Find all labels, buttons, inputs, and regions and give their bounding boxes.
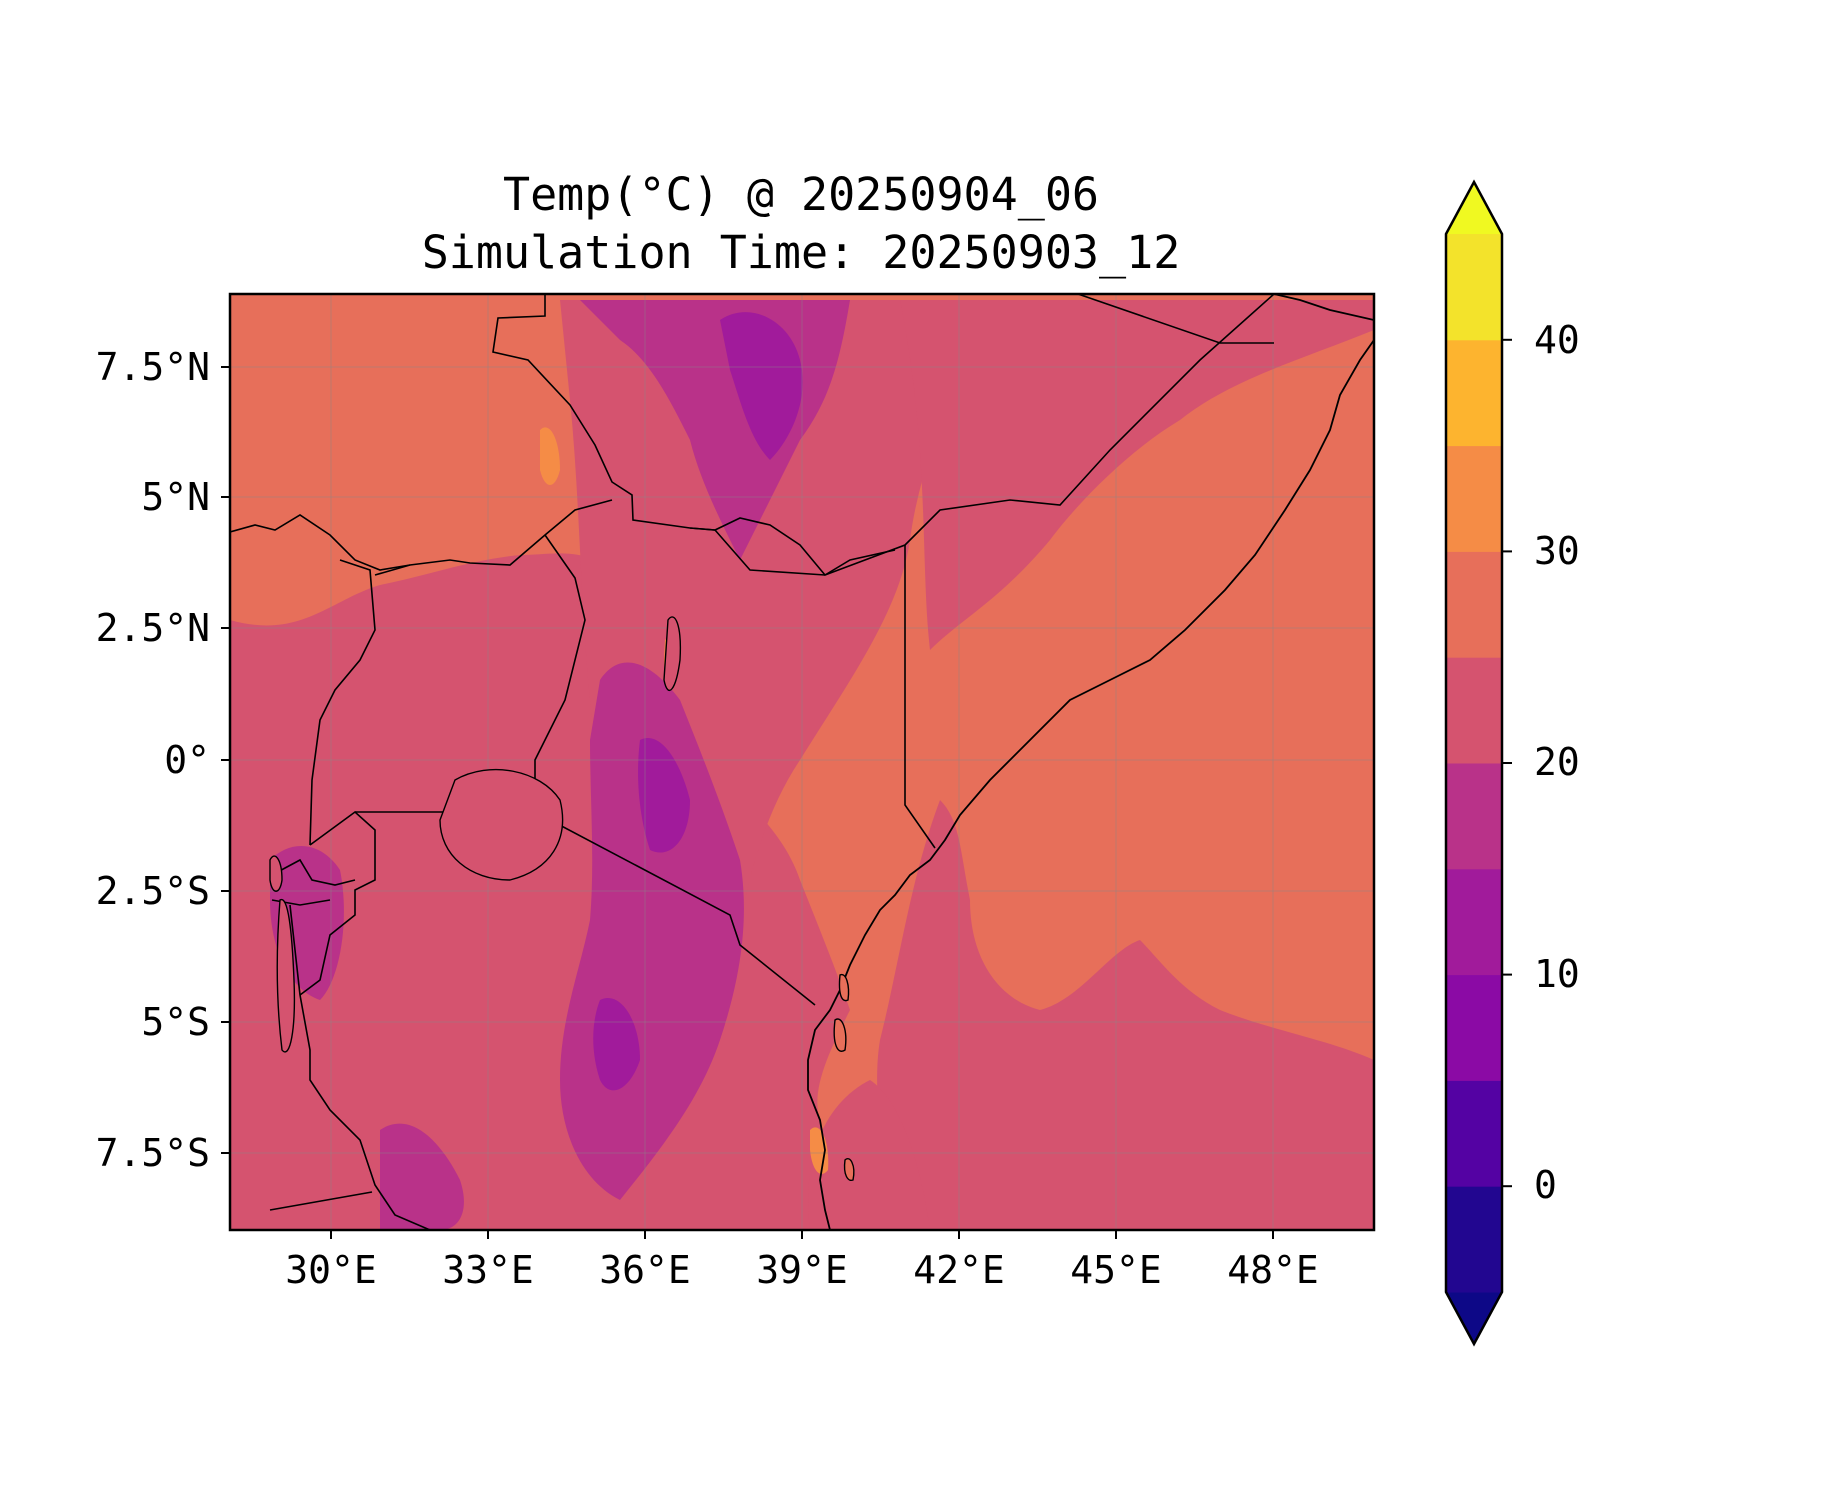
colorbar-band: [1446, 974, 1502, 1081]
lakes: [269, 616, 682, 1053]
y-tick-label: 2.5°S: [96, 869, 210, 913]
lake-victoria: [439, 768, 564, 881]
y-tick-label: 2.5°N: [96, 606, 210, 650]
colorbar-band: [1446, 763, 1502, 870]
colorbar-band: [1446, 657, 1502, 764]
colorbar: [1444, 179, 1512, 1347]
x-tick-label: 39°E: [756, 1248, 848, 1292]
colorbar-band: [1446, 868, 1502, 976]
x-tick-label: 33°E: [442, 1248, 534, 1292]
colorbar-band: [1446, 234, 1502, 341]
colorbar-band: [1446, 551, 1502, 658]
y-tick-label: 7.5°S: [96, 1131, 210, 1175]
lake-turkana: [663, 616, 682, 692]
gridlines: [230, 294, 1374, 1230]
colorbar-tick-label: 20: [1534, 740, 1580, 784]
coastline: [807, 339, 1374, 1230]
y-tick-label: 5°S: [141, 1000, 210, 1044]
colorbar-extend-under: [1446, 1292, 1502, 1344]
lake-tanganyika: [276, 898, 296, 1053]
y-tick-label: 7.5°N: [96, 345, 210, 389]
y-tick-label: 0°: [164, 738, 210, 782]
map-title-line2: Simulation Time: 20250903_12: [422, 226, 1181, 279]
x-tick-label: 45°E: [1070, 1248, 1162, 1292]
colorbar-band: [1446, 339, 1502, 447]
colorbar-tick-label: 40: [1534, 318, 1580, 362]
colorbar-outline: [1444, 179, 1504, 1347]
colorbar-band: [1446, 1080, 1502, 1187]
colorbar-tick-labels: 0 10 20 30 40: [1534, 318, 1580, 1207]
lake-kivu: [269, 855, 283, 892]
temp-band-15-20-southwest: [380, 1123, 464, 1230]
temp-band-20-25-northeast: [900, 300, 1374, 650]
colorbar-tick-label: 30: [1534, 529, 1580, 573]
x-tick-label: 36°E: [599, 1248, 691, 1292]
map-panel: [230, 294, 1374, 1230]
mafia-island: [843, 1158, 855, 1182]
x-tick-label: 48°E: [1227, 1248, 1319, 1292]
temp-band-20-25-ocean: [877, 800, 1374, 1230]
axis-ticks: [221, 366, 1274, 1239]
temp-band-10-15-ethiopia: [720, 312, 803, 460]
coast-tip: [1273, 294, 1374, 321]
x-tick-label: 30°E: [285, 1248, 377, 1292]
pemba-island: [838, 973, 850, 1002]
map-title-line1: Temp(°C) @ 20250904_06: [503, 168, 1099, 221]
colorbar-tick-label: 0: [1534, 1163, 1557, 1207]
x-tick-label: 42°E: [913, 1248, 1005, 1292]
colorbar-tick-label: 10: [1534, 952, 1580, 996]
y-tick-label: 5°N: [141, 475, 210, 519]
country-borders: [230, 294, 1275, 1230]
temp-band-10-15-tanzania: [593, 998, 640, 1091]
temp-band-30-35-sudan: [540, 427, 560, 485]
x-tick-labels: 30°E 33°E 36°E 39°E 42°E 45°E 48°E: [285, 1248, 1319, 1292]
colorbar-band: [1446, 445, 1502, 552]
islands: [833, 973, 855, 1182]
y-tick-labels: 7.5°N 5°N 2.5°N 0° 2.5°S 5°S 7.5°S: [96, 345, 210, 1175]
temp-band-10-15-kenya: [638, 738, 690, 853]
colorbar-band: [1446, 1186, 1502, 1293]
zanzibar-island: [833, 1018, 847, 1052]
temp-band-20-25-channel: [808, 1080, 930, 1230]
colorbar-extend-over: [1446, 182, 1502, 234]
